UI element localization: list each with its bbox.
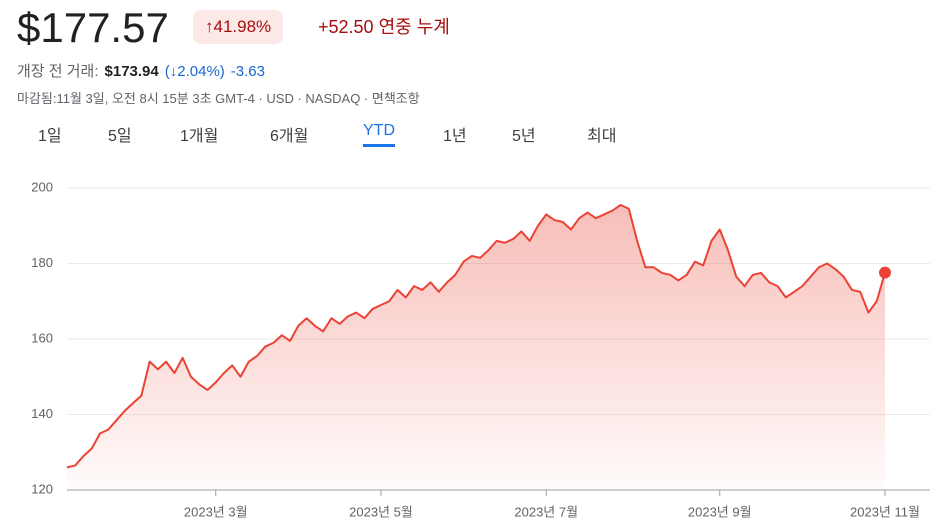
y-tick-label: 160: [31, 330, 53, 345]
x-tick-label: 2023년 3월: [184, 504, 248, 519]
range-tab[interactable]: 1개월: [180, 128, 219, 145]
price-line: [66, 203, 886, 469]
y-tick-label: 120: [31, 481, 53, 496]
change-value: +52.50: [318, 17, 374, 37]
range-tab[interactable]: 5일: [108, 128, 132, 145]
premarket-price: $173.94: [104, 63, 159, 80]
change-period: 연중 누계: [378, 17, 450, 37]
x-tick-label: 2023년 7월: [514, 504, 578, 519]
change-percent: ↑41.98%: [193, 10, 284, 44]
range-tab[interactable]: 6개월: [270, 128, 309, 145]
range-tab[interactable]: 1일: [38, 128, 62, 145]
range-tab[interactable]: 5년: [512, 128, 536, 145]
info-line: 마감됨:11월 3일, 오전 8시 15분 3초 GMT-4 · USD · N…: [17, 91, 420, 106]
last-point: [879, 266, 891, 279]
x-tick-label: 2023년 5월: [349, 504, 413, 519]
range-tab[interactable]: 최대: [587, 128, 617, 145]
x-tick-label: 2023년 9월: [688, 504, 752, 519]
premarket: 개장 전 거래: $173.94 (↓2.04%) -3.63: [17, 60, 265, 81]
range-tab[interactable]: YTD: [363, 122, 395, 147]
area-fill: [67, 204, 885, 491]
premarket-change-percent: (↓2.04%): [164, 63, 225, 80]
y-tick-label: 140: [31, 406, 53, 421]
price: $177.57: [17, 4, 169, 51]
premarket-label: 개장 전 거래:: [17, 63, 99, 80]
range-tab[interactable]: 1년: [443, 128, 467, 145]
change: +52.50 연중 누계: [318, 10, 450, 44]
y-tick-label: 180: [31, 255, 53, 270]
x-tick-label: 2023년 11월: [850, 504, 920, 519]
y-tick-label: 200: [31, 179, 53, 194]
premarket-change: -3.63: [230, 63, 265, 80]
